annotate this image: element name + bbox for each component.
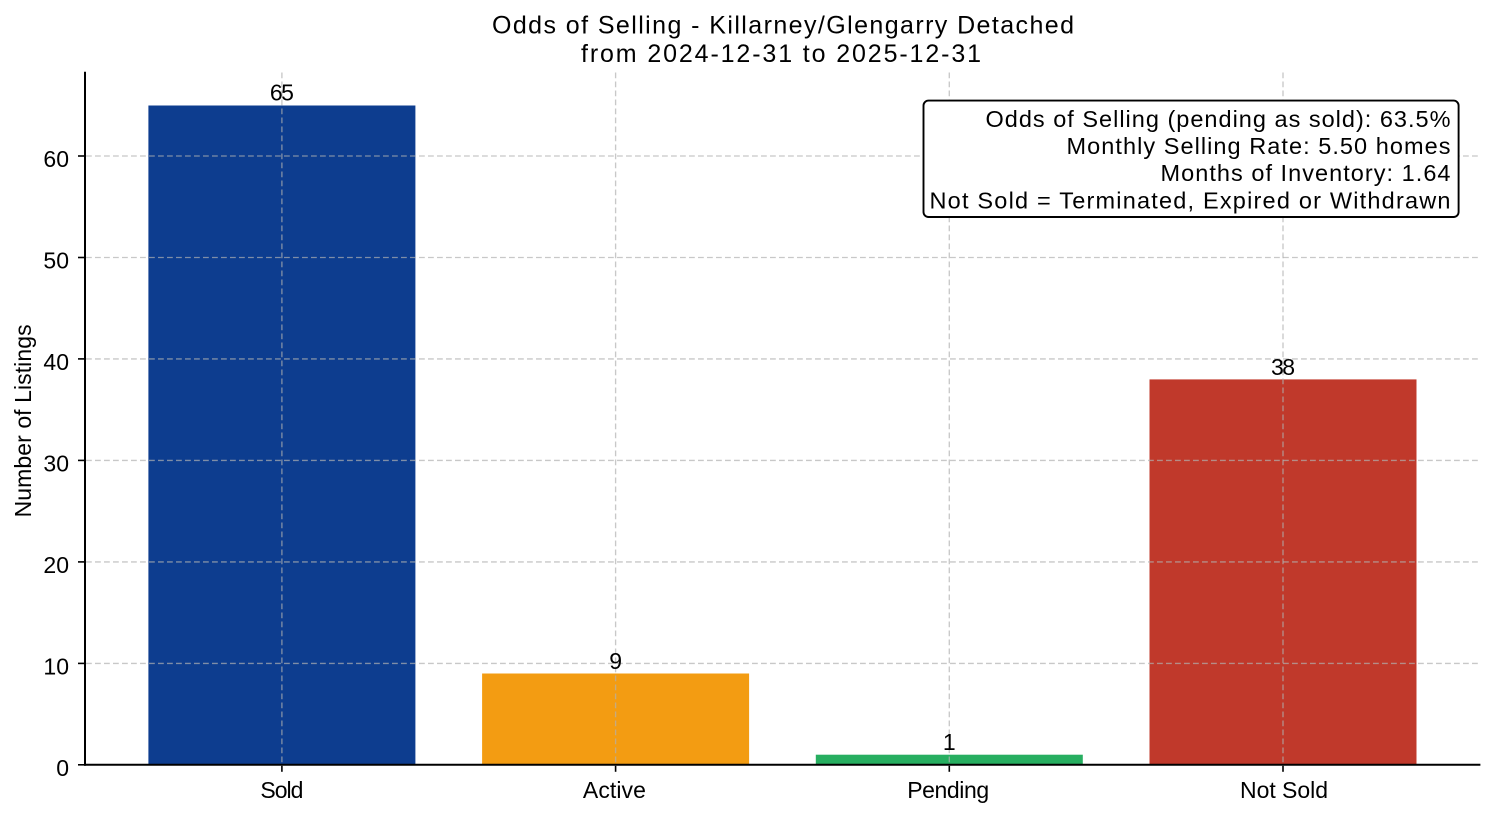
svg-text:9: 9 <box>609 648 622 674</box>
svg-text:38: 38 <box>1271 354 1295 380</box>
svg-text:60: 60 <box>43 146 69 172</box>
svg-text:40: 40 <box>43 349 69 375</box>
svg-text:from 2024-12-31 to 2025-12-31: from 2024-12-31 to 2025-12-31 <box>581 40 981 68</box>
svg-text:Odds of Selling - Killarney/Gl: Odds of Selling - Killarney/Glengarry De… <box>492 12 1074 40</box>
svg-text:20: 20 <box>43 552 69 578</box>
svg-text:Pending: Pending <box>907 777 989 803</box>
svg-text:Odds of Selling (pending as so: Odds of Selling (pending as sold): 63.5% <box>986 106 1451 132</box>
svg-text:65: 65 <box>270 79 294 105</box>
svg-text:50: 50 <box>43 247 69 273</box>
svg-text:Not Sold = Terminated, Expired: Not Sold = Terminated, Expired or Withdr… <box>930 187 1451 213</box>
svg-text:Monthly Selling Rate: 5.50 hom: Monthly Selling Rate: 5.50 homes <box>1067 133 1451 159</box>
svg-text:Number of Listings: Number of Listings <box>10 324 36 517</box>
svg-text:0: 0 <box>56 755 69 781</box>
svg-text:Sold: Sold <box>260 777 303 803</box>
svg-text:10: 10 <box>43 653 69 679</box>
svg-text:Active: Active <box>583 777 646 803</box>
svg-text:30: 30 <box>43 450 69 476</box>
svg-text:Months of Inventory: 1.64: Months of Inventory: 1.64 <box>1161 160 1451 186</box>
svg-text:Not Sold: Not Sold <box>1240 777 1328 803</box>
svg-text:1: 1 <box>943 729 956 755</box>
